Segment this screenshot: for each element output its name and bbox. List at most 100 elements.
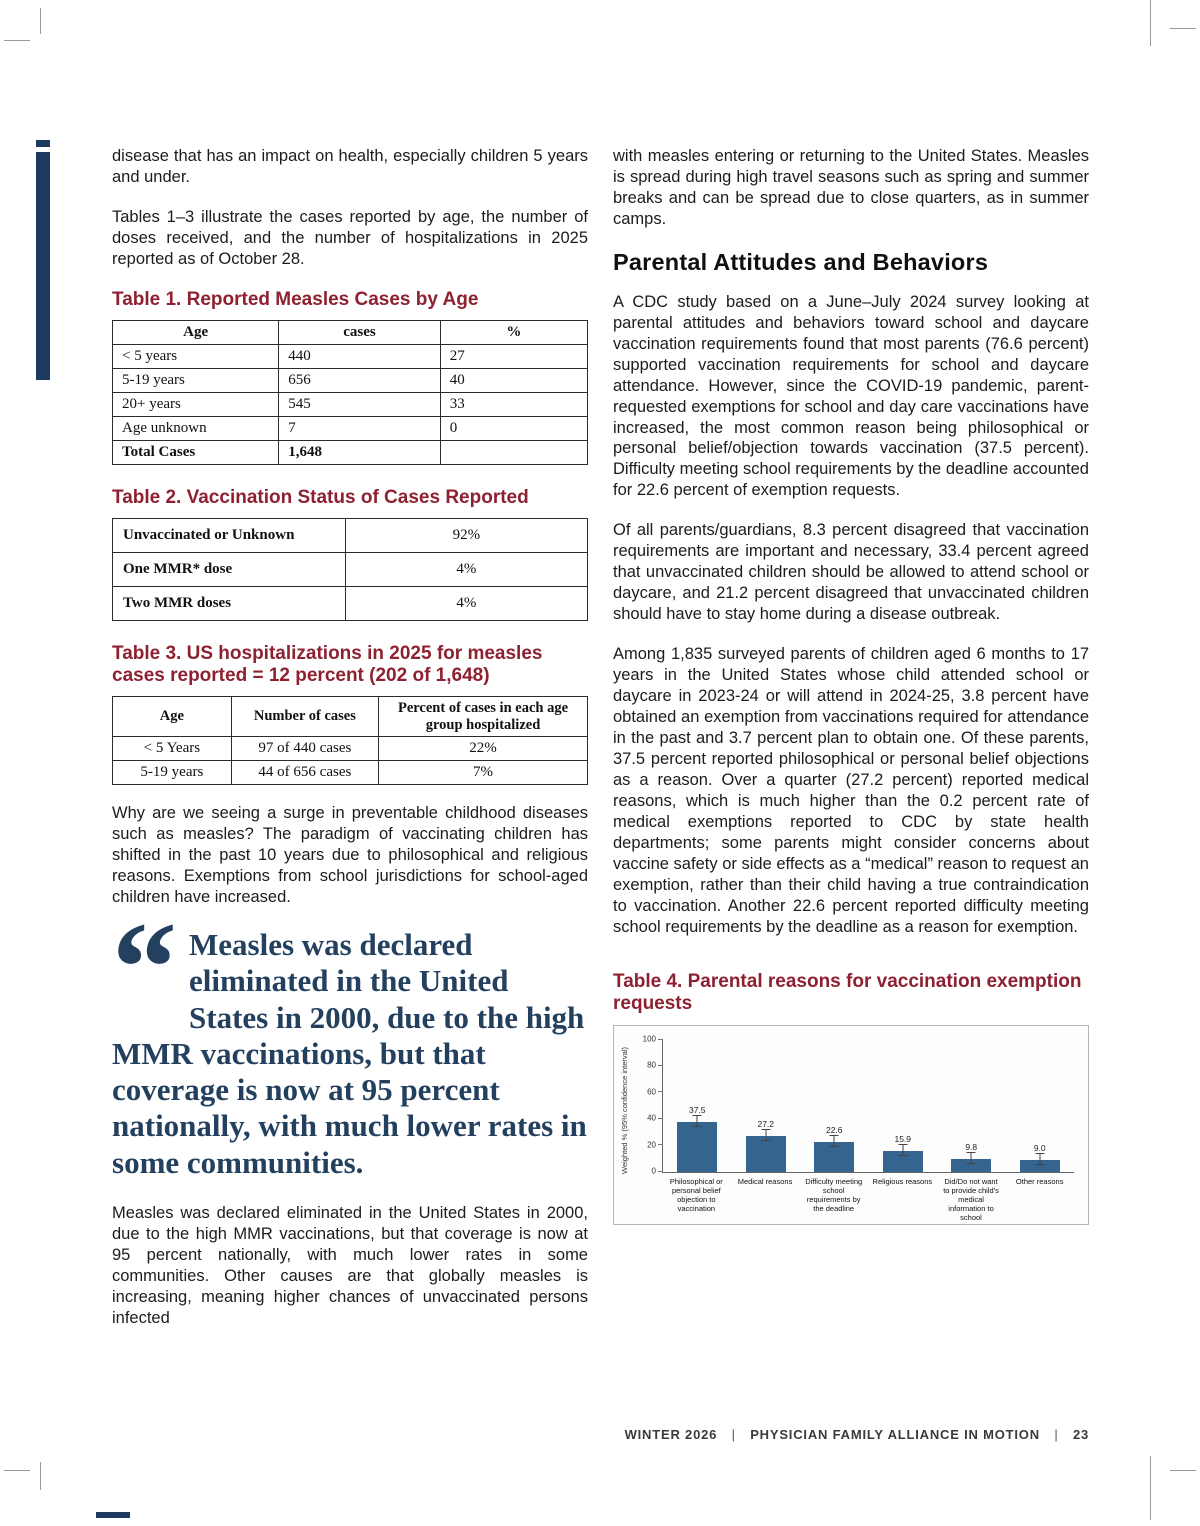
margin-accent-bar-main: [36, 152, 50, 380]
crop-mark-top-left-h: [4, 40, 30, 41]
bar-slot-4: 9.8: [937, 1040, 1006, 1172]
x-label-1: Medical reasons: [737, 1176, 793, 1186]
table-cell: [439, 439, 589, 465]
crop-mark-bottom-left-h: [4, 1470, 30, 1471]
para-surge-question: Why are we seeing a surge in preventable…: [112, 804, 588, 907]
table-cell: 22%: [378, 736, 588, 762]
crop-mark-bottom-left-v: [40, 1462, 41, 1490]
table-cell: 4%: [344, 551, 589, 587]
table-3: Age Number of cases Percent of cases in ea…: [112, 695, 588, 786]
error-bar-5: [1035, 1152, 1045, 1165]
y-tick: 20: [647, 1140, 663, 1149]
footer-season: WINTER 2026: [624, 1427, 718, 1442]
table-cell: Age unknown: [111, 415, 280, 441]
bar-slot-2: 22.6: [800, 1040, 869, 1172]
table-4-chart: Weighted % (95% confidence interval) 0 20…: [613, 1024, 1089, 1225]
crop-mark-top-left-v: [40, 8, 41, 34]
error-bar-4: [966, 1151, 976, 1164]
table-cell: 0: [439, 415, 589, 441]
section-heading-parental-attitudes: Parental Attitudes and Behaviors: [613, 248, 989, 275]
chart-x-labels: Philosophical or personal belief objecti…: [662, 1174, 1074, 1222]
y-tick-label: 60: [647, 1087, 656, 1097]
table-cell: Two MMR doses: [112, 585, 346, 621]
pull-quote: “Measles was declared eliminated in the …: [112, 903, 588, 1181]
y-tick: 80: [647, 1061, 663, 1070]
left-column: disease that has an impact on health, es…: [111, 146, 589, 1348]
table-row: < 5 Years 97 of 440 cases 22%: [112, 736, 588, 762]
table-cell: 656: [278, 367, 441, 393]
table-cell: 440: [278, 343, 441, 369]
bar-value-3: 15.9: [894, 1133, 912, 1144]
table-cell: 5-19 years: [112, 760, 232, 786]
x-label-2: Difficulty meeting school requirements b…: [805, 1176, 863, 1213]
para-measles-entering: with measles entering or returning to th…: [613, 147, 1089, 228]
table-cell: < 5 years: [111, 343, 280, 369]
bar-4: [951, 1158, 992, 1172]
y-tick: 0: [652, 1167, 663, 1176]
x-label-4: Did/Do not want to provide child's medic…: [943, 1176, 999, 1222]
chart-y-axis-label: Weighted % (95% confidence interval): [620, 1046, 629, 1174]
bar-value-0: 37.5: [688, 1105, 706, 1116]
chart-bars: 37.5 27.2 22.6 15.9 9.8 9.0: [663, 1040, 1074, 1172]
bar-3: [882, 1150, 923, 1172]
bar-slot-3: 15.9: [869, 1040, 938, 1172]
article-body: disease that has an impact on health, es…: [111, 146, 1089, 1348]
table-cell: 7: [278, 415, 441, 441]
y-tick-label: 40: [647, 1113, 656, 1123]
bar-value-1: 27.2: [757, 1118, 775, 1129]
error-bar-1: [761, 1128, 771, 1141]
crop-mark-top-right-v: [1150, 0, 1151, 46]
table-2: Unvaccinated or Unknown 92% One MMR* dose 4…: [112, 517, 589, 621]
table-3-title: Table 3. US hospitalizations in 2025 for…: [112, 642, 543, 686]
para-cdc-study: A CDC study based on a June–July 2024 su…: [613, 292, 1089, 500]
table-row: 20+ years 545 33: [111, 391, 589, 417]
x-label-0: Philosophical or personal belief objecti…: [669, 1176, 723, 1213]
margin-accent-bar-top: [36, 140, 50, 147]
y-tick: 40: [647, 1114, 663, 1123]
bar-slot-0: 37.5: [663, 1040, 732, 1172]
bar-value-4: 9.8: [965, 1141, 978, 1152]
table-row: Two MMR doses 4%: [112, 585, 589, 621]
crop-mark-bottom-right-h: [1170, 1470, 1196, 1471]
y-tick: 100: [643, 1035, 663, 1044]
table-header-row: Age cases%: [111, 319, 589, 345]
table-1-title: Table 1. Reported Measles Cases by Age: [112, 288, 479, 310]
table-row: 5-19 years 656 40: [111, 367, 589, 393]
page-footer: WINTER 2026 | PHYSICIAN FAMILY ALLIANCE …: [625, 1427, 1089, 1442]
bar-slot-1: 27.2: [732, 1040, 801, 1172]
footer-separator: |: [731, 1427, 736, 1442]
table-header-row: Age Number of cases Percent of cases in ea…: [112, 695, 588, 738]
table-cell: < 5 Years: [112, 736, 232, 762]
error-bar-3: [898, 1143, 908, 1156]
pull-quote-text: Measles was declared eliminated in the U…: [112, 927, 587, 1180]
table-header-cell: Age: [112, 695, 232, 738]
table-cell: 20+ years: [111, 391, 280, 417]
crop-mark-bottom-right-v: [1150, 1456, 1151, 1520]
bar-5: [1019, 1159, 1060, 1172]
chart-plot: 0 20 40 60 80 100 37.5 27.2 22.6 15.9 9.8 9.0: [643, 1035, 1074, 1176]
table-cell: 5-19 years: [111, 367, 280, 393]
table-row: < 5 years 440 27: [111, 343, 589, 369]
table-1: Age cases% < 5 years 440 27 5-19 years 656 40 20…: [111, 319, 589, 465]
para-disease-impact: disease that has an impact on health, es…: [112, 147, 588, 186]
error-bar-0: [692, 1115, 702, 1128]
footer-separator: |: [1054, 1427, 1059, 1442]
y-tick-label: 100: [642, 1034, 656, 1044]
table-row: Age unknown 7 0: [111, 415, 589, 441]
table-row: 5-19 years 44 of 656 cases 7%: [112, 760, 588, 786]
x-label-3: Religious reasons: [872, 1176, 933, 1186]
x-label-5: Other reasons: [1015, 1176, 1064, 1186]
footer-page-number: 23: [1072, 1427, 1089, 1442]
table-header-cell: Age: [111, 319, 280, 345]
error-bar-2: [829, 1134, 839, 1147]
footer-publication: PHYSICIAN FAMILY ALLIANCE IN MOTION: [750, 1427, 1040, 1442]
table-cell: 7%: [378, 760, 588, 786]
para-tables-intro: Tables 1–3 illustrate the cases reported…: [112, 207, 588, 268]
chart-y-ticks: 0 20 40 60 80 100: [643, 1035, 1074, 1176]
table-cell: 33: [439, 391, 589, 417]
table-header-cell: Number of cases: [230, 695, 380, 738]
y-tick: 60: [647, 1087, 663, 1096]
bar-0: [677, 1122, 718, 1172]
table-cell: Total Cases: [111, 439, 280, 465]
para-measles-eliminated: Measles was declared eliminated in the U…: [112, 1203, 588, 1327]
